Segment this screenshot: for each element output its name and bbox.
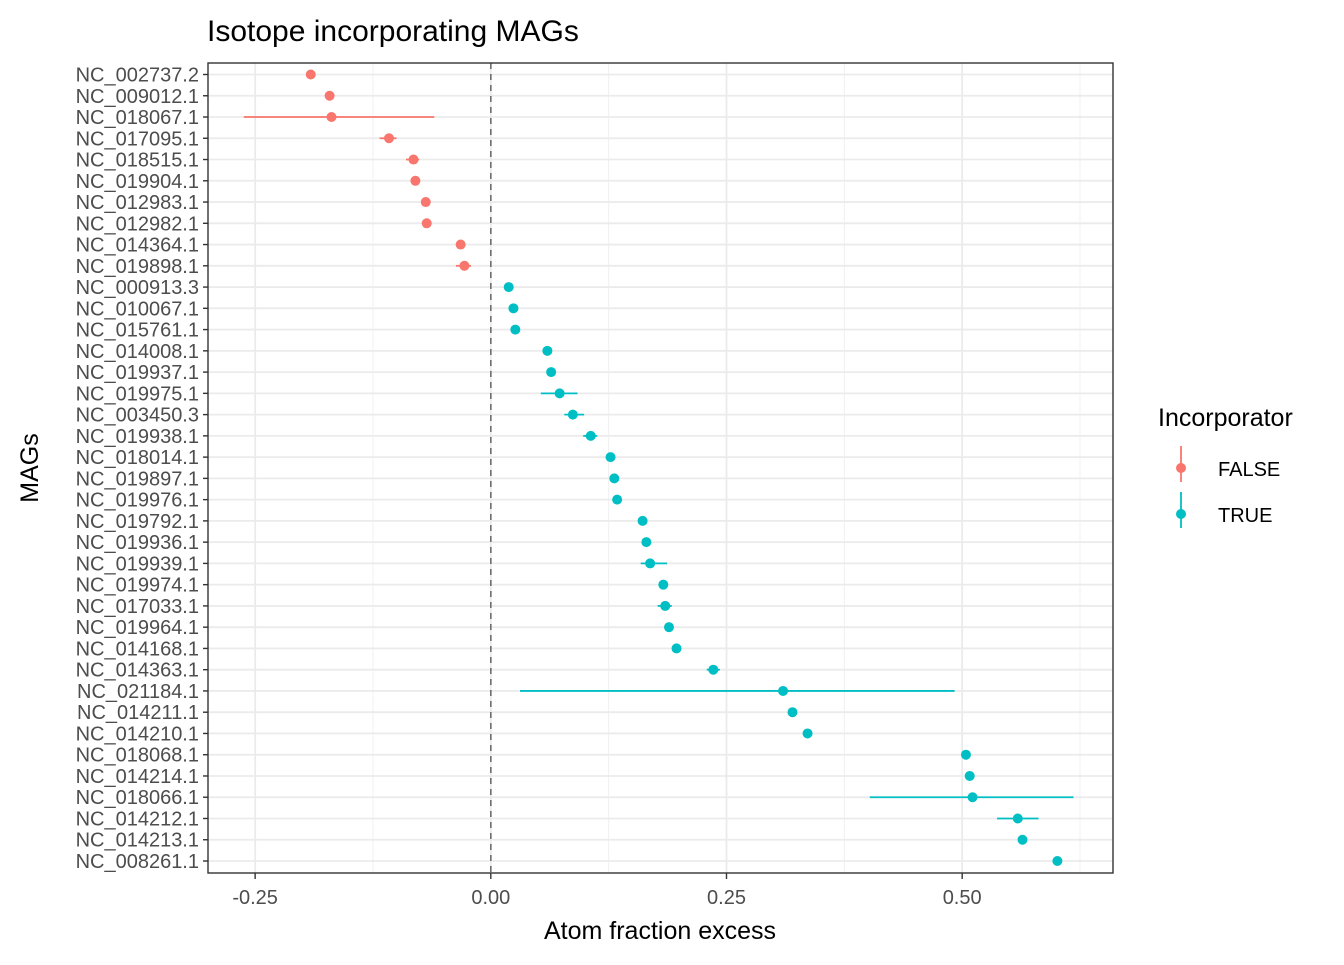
x-tick-label: 0.50 (943, 887, 982, 909)
data-point (641, 537, 652, 548)
data-point (384, 133, 394, 144)
y-tick-label: NC_000913.3 (76, 277, 199, 299)
y-tick-label: NC_014210.1 (76, 723, 199, 745)
data-point (459, 260, 470, 271)
y-tick-label: NC_018067.1 (76, 107, 199, 129)
data-point (554, 388, 565, 399)
x-tick-label: -0.25 (232, 887, 278, 909)
y-tick-label: NC_018515.1 (76, 150, 199, 172)
data-point (421, 218, 432, 229)
chart-title: Isotope incorporating MAGs (207, 15, 579, 48)
y-tick-label: NC_018014.1 (76, 447, 199, 469)
y-tick-label: NC_014364.1 (76, 235, 199, 257)
legend-label: FALSE (1218, 459, 1280, 481)
data-point (605, 452, 616, 463)
y-tick-label: NC_019904.1 (76, 171, 199, 193)
x-axis-title: Atom fraction excess (544, 917, 776, 945)
data-point (787, 707, 798, 718)
data-point (612, 494, 623, 505)
y-axis-title: MAGs (16, 433, 44, 502)
y-tick-label: NC_019976.1 (76, 490, 199, 512)
data-point (1017, 834, 1028, 845)
data-point (585, 430, 596, 441)
data-point (671, 643, 682, 654)
data-point (645, 558, 656, 569)
data-point (508, 303, 519, 314)
y-tick-label: NC_018068.1 (76, 745, 199, 767)
y-tick-label: NC_014212.1 (76, 808, 199, 830)
legend-key-point (1176, 463, 1186, 473)
y-tick-label: NC_014168.1 (76, 638, 199, 660)
y-tick-label: NC_009012.1 (76, 86, 199, 108)
data-point (964, 770, 975, 781)
y-tick-label: NC_003450.3 (76, 405, 199, 427)
data-point (324, 90, 335, 101)
panel-border (207, 62, 1114, 874)
y-tick-label: NC_019938.1 (76, 426, 199, 448)
y-tick-label: NC_014211.1 (77, 702, 199, 724)
legend-label: TRUE (1218, 505, 1272, 527)
y-tick-label: NC_019898.1 (76, 256, 199, 278)
y-tick-label: NC_002737.2 (76, 65, 199, 87)
data-point (420, 197, 431, 208)
y-tick-label: NC_012982.1 (76, 213, 199, 235)
y-tick-label: NC_019975.1 (76, 383, 199, 405)
y-tick-label: NC_019792.1 (76, 511, 199, 533)
y-tick-label: NC_019936.1 (76, 532, 199, 554)
data-point (408, 154, 419, 165)
y-tick-label: NC_014214.1 (76, 766, 199, 788)
data-point (410, 175, 421, 186)
data-point (510, 324, 521, 335)
y-tick-label: NC_019937.1 (76, 362, 199, 384)
data-point (1012, 813, 1023, 824)
data-point (802, 728, 813, 739)
legend: Incorporator FALSE TRUE (1158, 404, 1293, 528)
data-point (326, 112, 337, 123)
data-point (658, 579, 669, 590)
data-point (660, 600, 671, 611)
data-point (1052, 856, 1063, 866)
y-tick-label: NC_018066.1 (76, 787, 199, 809)
data-point (542, 345, 553, 356)
legend-key-point (1176, 509, 1186, 519)
y-tick-label: NC_010067.1 (76, 298, 199, 320)
data-point (455, 239, 466, 250)
y-tick-label: NC_019897.1 (76, 468, 199, 490)
y-tick-label: NC_014008.1 (76, 341, 199, 363)
data-point (546, 367, 557, 378)
data-point (663, 622, 674, 633)
data-point (567, 409, 578, 420)
y-tick-label: NC_014213.1 (76, 830, 199, 852)
y-tick-label: NC_017095.1 (76, 128, 199, 150)
data-point (503, 282, 514, 293)
data-point (637, 515, 648, 526)
x-tick-label: 0.00 (471, 887, 510, 909)
data-point (609, 473, 620, 484)
y-tick-label: NC_019964.1 (76, 617, 199, 639)
y-tick-label: NC_008261.1 (76, 851, 199, 873)
y-tick-label: NC_019974.1 (76, 575, 199, 597)
y-tick-label: NC_019939.1 (76, 553, 199, 575)
y-tick-label: NC_021184.1 (77, 681, 199, 703)
x-tick-label: 0.25 (707, 887, 746, 909)
data-point (960, 749, 971, 760)
y-tick-label: NC_012983.1 (76, 192, 199, 214)
data-point (778, 685, 789, 696)
data-point (967, 792, 978, 803)
y-tick-label: NC_014363.1 (76, 660, 199, 682)
plot-area: NC_002737.2NC_009012.1NC_018067.1NC_0170… (76, 62, 1114, 909)
legend-title: Incorporator (1158, 404, 1293, 432)
data-point (708, 664, 719, 675)
y-tick-label: NC_015761.1 (76, 320, 199, 342)
data-point (305, 69, 316, 80)
y-tick-label: NC_017033.1 (76, 596, 199, 618)
